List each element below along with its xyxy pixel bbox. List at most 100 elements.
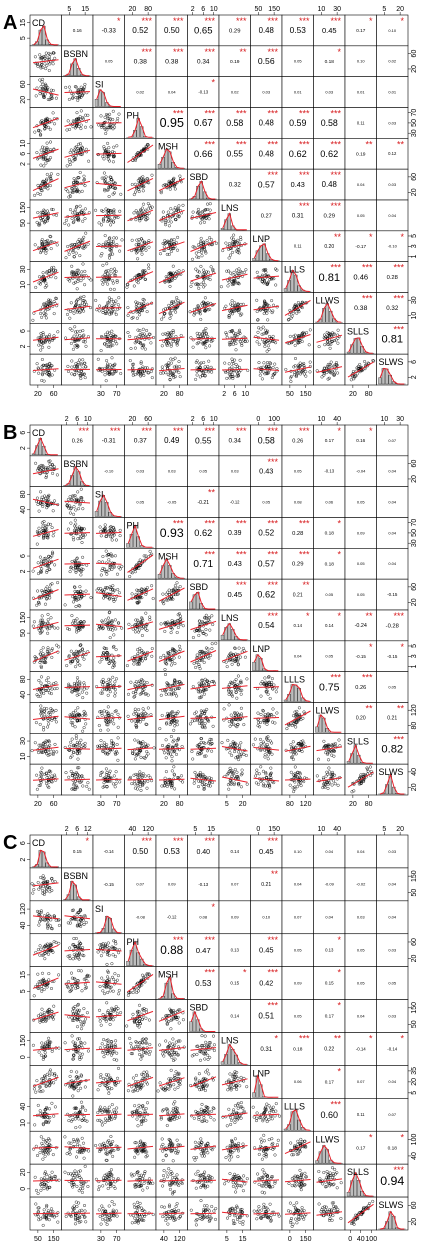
correlation-value: 0.04 (388, 561, 397, 566)
axis-tick-label: 2 (191, 6, 195, 13)
scatter-point (82, 177, 86, 181)
matrix-cell (124, 199, 157, 232)
scatter-point (102, 145, 106, 149)
matrix-cell (61, 292, 94, 324)
scatter-point (33, 55, 37, 59)
cell-border (376, 107, 409, 139)
correlation-value: 0.11 (357, 120, 365, 125)
scatter-point (136, 210, 140, 214)
scatter-point (144, 208, 148, 212)
matrix-cell: 0.62*** (313, 138, 346, 170)
variable-label: SBD (190, 582, 209, 592)
correlation-value: 0.52 (132, 26, 148, 35)
correlation-value: 0.95 (160, 116, 184, 130)
scatter-point (132, 211, 136, 215)
scatter-point (172, 184, 176, 188)
scatter-point (173, 217, 177, 221)
matrix-cell: 0.56*** (250, 45, 283, 77)
significance-stars: * (337, 549, 341, 559)
scatter-point (177, 214, 181, 218)
cell-border (344, 138, 377, 170)
scatter-point (83, 82, 87, 86)
axis-tick-label: 20 (396, 6, 404, 13)
scatter-point (101, 209, 105, 213)
fit-line (127, 209, 154, 222)
scatter-point (43, 157, 47, 161)
variable-label: LNP (253, 644, 271, 654)
cell-border (218, 138, 251, 170)
scatter-point (83, 217, 87, 221)
matrix-cell: -0.21** (187, 486, 220, 518)
scatter-point (196, 207, 200, 211)
significance-stars: * (369, 426, 373, 436)
scatter-point (49, 172, 53, 176)
histogram-bar (31, 453, 36, 456)
matrix-cell (29, 353, 62, 386)
cell-border (313, 107, 346, 139)
matrix-cell: 0.93*** (155, 517, 188, 549)
axis-tick-label: 5 (411, 234, 418, 238)
scatter-point (78, 94, 82, 98)
significance-stars: *** (299, 549, 310, 559)
scatter-point (208, 208, 212, 212)
fit-line (64, 563, 91, 565)
scatter-point (68, 191, 72, 195)
scatter-point (75, 111, 79, 115)
scatter-point (49, 240, 53, 244)
matrix-cell: 0.37*** (124, 424, 157, 457)
scatter-point (76, 95, 80, 99)
scatter-point (133, 158, 137, 162)
axis-tick-label: 80 (176, 391, 184, 398)
scatter-point (77, 96, 81, 100)
scatter-point (44, 67, 48, 71)
scatter-point (118, 209, 122, 213)
scatter-point (41, 65, 45, 69)
matrix-cell (61, 230, 94, 262)
axis-tick-label: 30 (20, 265, 27, 273)
matrix-cell: 0.09 (344, 517, 377, 549)
scatter-point (94, 208, 98, 212)
correlation-value: 0.14 (325, 623, 334, 628)
scatter-point (99, 223, 103, 227)
scatter-point (112, 145, 116, 149)
correlation-value: 0.21 (293, 592, 303, 598)
scatter-point (80, 153, 84, 157)
matrix-cell: BSBN (61, 455, 94, 487)
scatter-point (45, 172, 49, 176)
scatter-point (71, 119, 75, 123)
scatter-point (102, 171, 106, 175)
axis-tick-label: 1 (411, 254, 418, 258)
correlation-value: 0.01 (388, 89, 397, 94)
matrix-cell (187, 199, 220, 232)
significance-stars: *** (236, 16, 247, 26)
scatter-point (79, 95, 83, 99)
scatter-point (86, 113, 90, 117)
matrix-cell (92, 168, 125, 201)
matrix-cell (124, 548, 157, 580)
scatter-point (67, 157, 71, 161)
correlation-value: 0.03 (388, 120, 397, 125)
axis-tick-label: 5 (67, 6, 71, 13)
scatter-point (79, 148, 83, 152)
scatter-point (51, 111, 55, 115)
cell-border (187, 107, 220, 139)
matrix-cell: 0.05 (344, 578, 377, 611)
scatter-point (53, 56, 57, 60)
scatter-point (71, 181, 75, 185)
significance-stars: ** (239, 47, 247, 57)
scatter-point (41, 241, 45, 245)
matrix-cell (250, 353, 283, 386)
correlation-value: 0.05 (325, 592, 334, 597)
matrix-cell (61, 107, 94, 139)
scatter-point (163, 221, 167, 225)
matrix-cell: 0.03 (376, 107, 409, 139)
scatter-point (78, 170, 82, 174)
significance-stars: * (337, 611, 341, 621)
matrix-cell: -0.31*** (92, 424, 125, 457)
significance-stars: *** (299, 519, 310, 529)
matrix-cell: SLLS (344, 323, 377, 355)
correlation-value: 0.05 (262, 499, 271, 504)
scatter-point (109, 219, 113, 223)
significance-stars: *** (299, 426, 310, 436)
matrix-cell: -0.05 (155, 486, 188, 518)
